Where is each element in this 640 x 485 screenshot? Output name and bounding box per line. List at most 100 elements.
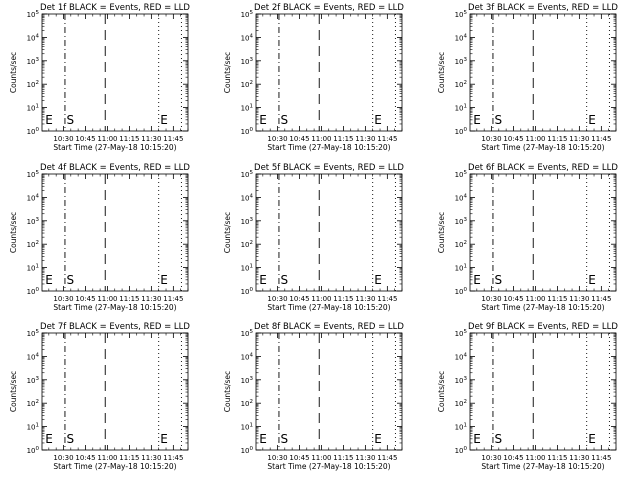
panel-5: Det 5f BLACK = Events, RED = LLD 100 101 10… [223,163,404,312]
x-tick-label: 11:45 [591,454,611,462]
y-tick-label: 103 [455,376,468,385]
annotation-E: E [588,273,596,287]
annotation-E: E [374,113,382,127]
y-axis-label: Counts/sec [9,371,18,412]
x-tick-label: 11:00 [97,135,117,143]
x-axis-label: Start Time (27-May-18 10:15:20) [53,303,176,312]
x-tick-label: 11:30 [569,295,589,303]
x-tick-label: 11:00 [311,454,331,462]
x-tick-label: 11:30 [355,135,375,143]
y-tick-label: 101 [27,423,39,432]
annotation-E: E [160,432,168,446]
y-tick-label: 103 [27,57,40,66]
x-tick-label: 11:30 [569,135,589,143]
panel-title: Det 9f BLACK = Events, RED = LLD [468,322,618,332]
x-axis-label: Start Time (27-May-18 10:15:20) [481,143,604,152]
x-tick-label: 11:15 [333,295,353,303]
x-tick-label: 11:45 [377,295,397,303]
annotation-E: E [259,273,267,287]
y-tick-label: 105 [455,329,468,338]
panel-3: Det 3f BLACK = Events, RED = LLD 100 101 10… [437,3,618,152]
x-tick-label: 11:00 [311,135,331,143]
annotation-S: S [280,113,288,127]
panel-4: Det 4f BLACK = Events, RED = LLD 100 101 10… [9,163,190,312]
annotation-E: E [45,113,53,127]
x-tick-label: 11:15 [119,454,139,462]
y-tick-label: 104 [455,352,468,361]
x-tick-label: 10:30 [53,454,73,462]
y-tick-label: 102 [455,80,467,89]
panel-title: Det 5f BLACK = Events, RED = LLD [254,163,404,173]
y-tick-label: 105 [27,170,40,179]
x-tick-label: 11:30 [355,454,375,462]
y-axis-label: Counts/sec [9,52,18,93]
annotation-E: E [473,113,481,127]
panel-7: Det 7f BLACK = Events, RED = LLD 100 101 10… [9,322,190,471]
x-tick-label: 11:15 [547,454,567,462]
panel-title: Det 1f BLACK = Events, RED = LLD [40,3,190,13]
annotation-E: E [374,432,382,446]
x-tick-label: 11:00 [97,295,117,303]
annotation-E: E [45,273,53,287]
x-tick-label: 11:00 [525,454,545,462]
x-tick-label: 10:30 [481,454,501,462]
y-tick-label: 103 [455,57,468,66]
y-tick-label: 102 [27,399,39,408]
panel-title: Det 6f BLACK = Events, RED = LLD [468,163,618,173]
annotation-E: E [473,273,481,287]
y-tick-label: 102 [241,80,253,89]
x-tick-label: 11:45 [163,295,183,303]
panel-6: Det 6f BLACK = Events, RED = LLD 100 101 10… [437,163,618,312]
y-tick-label: 105 [241,329,254,338]
y-tick-label: 101 [241,264,253,273]
x-tick-label: 11:15 [333,135,353,143]
y-axis-label: Counts/sec [9,212,18,253]
y-tick-label: 100 [455,287,468,296]
y-tick-label: 104 [27,33,40,42]
x-tick-label: 10:30 [267,295,287,303]
y-axis-label: Counts/sec [437,52,446,93]
panel-title: Det 3f BLACK = Events, RED = LLD [468,3,618,13]
y-tick-label: 100 [241,127,254,136]
y-tick-label: 100 [27,287,40,296]
y-tick-label: 104 [27,352,40,361]
annotation-E: E [45,432,53,446]
y-tick-label: 100 [27,446,40,455]
y-tick-label: 101 [241,423,253,432]
x-tick-label: 11:00 [525,135,545,143]
x-tick-label: 11:45 [591,135,611,143]
panel-1: Det 1f BLACK = Events, RED = LLD 100 101 10… [9,3,190,152]
y-axis-label: Counts/sec [223,212,232,253]
y-tick-label: 103 [241,376,254,385]
x-tick-label: 11:45 [163,454,183,462]
x-axis-label: Start Time (27-May-18 10:15:20) [267,462,390,471]
y-tick-label: 103 [27,217,40,226]
x-axis-label: Start Time (27-May-18 10:15:20) [481,462,604,471]
annotation-E: E [160,113,168,127]
annotation-S: S [66,432,74,446]
y-tick-label: 101 [27,264,39,273]
x-tick-label: 10:30 [53,135,73,143]
y-tick-label: 102 [455,399,467,408]
x-tick-label: 11:00 [311,295,331,303]
annotation-S: S [66,113,74,127]
x-axis-label: Start Time (27-May-18 10:15:20) [267,303,390,312]
y-tick-label: 105 [241,170,254,179]
annotation-S: S [494,113,502,127]
annotation-E: E [588,113,596,127]
y-axis-label: Counts/sec [437,371,446,412]
y-tick-label: 100 [241,287,254,296]
annotation-E: E [259,113,267,127]
y-tick-label: 105 [27,329,40,338]
y-tick-label: 100 [455,127,468,136]
x-tick-label: 10:45 [503,135,523,143]
annotation-S: S [494,273,502,287]
panel-2: Det 2f BLACK = Events, RED = LLD 100 101 10… [223,3,404,152]
x-axis-label: Start Time (27-May-18 10:15:20) [267,143,390,152]
x-tick-label: 11:30 [141,454,161,462]
y-tick-label: 103 [27,376,40,385]
y-tick-label: 100 [455,446,468,455]
panel-9: Det 9f BLACK = Events, RED = LLD 100 101 10… [437,322,618,471]
